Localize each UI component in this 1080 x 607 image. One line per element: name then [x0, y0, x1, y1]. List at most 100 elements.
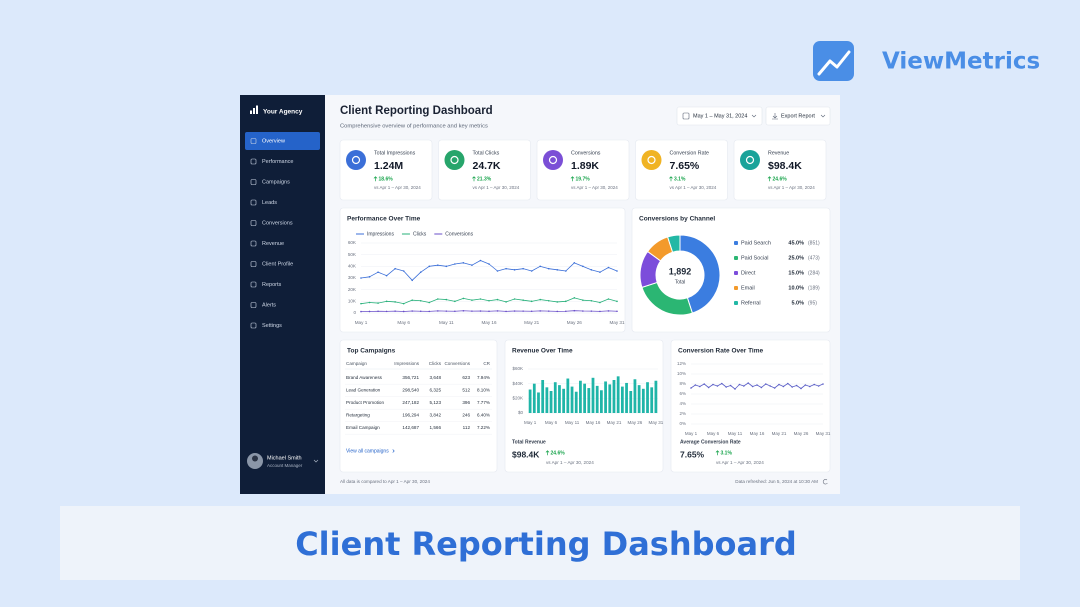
bar	[633, 379, 637, 413]
kpi-change: 3.1%	[674, 176, 686, 182]
up-arrow	[570, 176, 575, 182]
line-point	[547, 310, 550, 312]
count-label: (95)	[808, 300, 817, 306]
table-cell: 7.22%	[477, 425, 490, 430]
line-point	[377, 302, 379, 304]
refresh-icon[interactable]	[822, 479, 828, 485]
line-point	[394, 267, 396, 270]
nav-item[interactable]: Settings	[262, 323, 282, 329]
y-tick-label: 0%	[679, 421, 686, 426]
line-point	[402, 302, 405, 305]
line-point	[769, 385, 771, 387]
kpi-compare: vs Apr 1 – Apr 30, 2024	[374, 185, 421, 190]
line-point	[513, 269, 516, 271]
line-point	[539, 310, 541, 312]
kpi-icon-glyph	[647, 155, 656, 165]
line-point	[607, 298, 610, 300]
banner	[60, 506, 1020, 580]
line-point	[505, 267, 507, 270]
nav-item[interactable]: Reports	[262, 282, 282, 288]
legend-swatch	[734, 271, 738, 275]
kpi-label: Revenue	[768, 150, 789, 156]
line-point	[582, 265, 584, 268]
export-label[interactable]: Export Report	[781, 113, 815, 119]
export-button[interactable]	[765, 106, 831, 126]
legend-label: Clicks	[413, 231, 427, 237]
bar	[574, 391, 578, 413]
nav-item[interactable]: Overview	[262, 138, 285, 144]
kpi-compare: vs Apr 1 – Apr 30, 2024	[768, 185, 815, 190]
line-point	[394, 301, 396, 303]
nav-item[interactable]: Revenue	[262, 241, 284, 247]
nav-item[interactable]: Performance	[262, 159, 294, 165]
line-point	[582, 310, 584, 312]
line-point	[437, 264, 439, 266]
kpi-icon	[444, 150, 465, 170]
line-point	[756, 384, 758, 386]
x-tick-label: May 6	[545, 420, 558, 425]
x-tick-label: May 11	[439, 320, 454, 325]
table-cell: 6.40%	[477, 413, 490, 418]
nav-item[interactable]: Leads	[262, 200, 277, 206]
table-header: Campaign	[346, 361, 367, 366]
line-point	[539, 265, 541, 268]
bar	[608, 384, 612, 413]
line-point	[496, 310, 499, 312]
nav-icon	[250, 220, 257, 226]
line-point	[471, 299, 473, 301]
kpi-value: $98.4K	[768, 160, 802, 172]
kpi-change: 24.6%	[773, 176, 788, 182]
x-tick-label: May 31	[816, 431, 831, 436]
line-point	[734, 388, 736, 390]
bar	[558, 385, 561, 413]
nav-item[interactable]: Alerts	[262, 302, 276, 308]
x-tick-label: May 6	[397, 320, 410, 325]
agency-logo	[250, 110, 252, 114]
x-tick-label: May 11	[728, 431, 743, 436]
line-point	[760, 386, 763, 389]
view-all-link[interactable]: View all campaigns	[346, 448, 389, 454]
table-header: Impressions	[394, 361, 419, 366]
line-point	[607, 266, 610, 269]
table-cell: 196,294	[402, 413, 419, 418]
line-point	[402, 310, 405, 313]
card	[670, 339, 831, 473]
up-arrow	[545, 450, 550, 456]
table-cell: 247,182	[402, 400, 419, 405]
line-point	[419, 271, 422, 273]
kpi-change: 18.6%	[379, 176, 394, 182]
nav-active[interactable]	[245, 132, 320, 150]
x-tick-label: May 1	[355, 320, 368, 325]
nav-item[interactable]: Conversions	[262, 220, 293, 226]
line-point	[539, 298, 541, 301]
date-picker[interactable]	[676, 106, 763, 126]
page-subtitle: Comprehensive overview of performance an…	[340, 124, 488, 130]
legend-swatch	[734, 241, 738, 245]
up-arrow	[715, 450, 720, 456]
bar	[541, 380, 545, 413]
line-point	[565, 270, 567, 272]
kpi-value: 7.65%	[670, 160, 700, 172]
count-label: (189)	[808, 285, 820, 291]
line-point	[573, 309, 576, 312]
x-tick-label: May 11	[565, 420, 580, 425]
nav-item[interactable]: Client Profile	[262, 261, 293, 267]
line-point	[590, 269, 593, 271]
y-tick-label: 10%	[677, 371, 686, 376]
line-point	[747, 382, 749, 384]
line-point	[556, 301, 559, 303]
bar	[579, 380, 582, 413]
line-point	[573, 262, 576, 264]
bar	[528, 389, 532, 413]
user-role: Account Manager	[267, 463, 303, 468]
line-point	[547, 267, 550, 270]
user-menu-chevron[interactable]	[313, 459, 319, 463]
line-point	[782, 385, 785, 388]
summary-value: 7.65%	[680, 449, 705, 459]
line-point	[479, 259, 482, 262]
data-label: 5.0%	[791, 300, 804, 306]
y-tick-label: 2%	[679, 411, 686, 416]
date-range: May 1 – May 31, 2024	[693, 113, 747, 119]
nav-item[interactable]: Campaigns	[262, 179, 290, 185]
line-point	[778, 383, 780, 386]
